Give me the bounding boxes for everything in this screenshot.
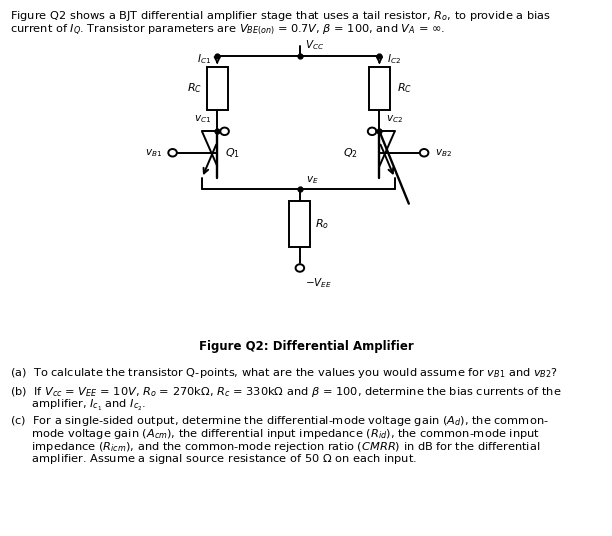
Text: $-V_{EE}$: $-V_{EE}$ <box>305 276 332 290</box>
Bar <box>207 67 228 110</box>
Bar <box>369 67 390 110</box>
Text: impedance ($R_{icm}$), and the common-mode rejection ratio ($CMRR$) in dB for th: impedance ($R_{icm}$), and the common-mo… <box>10 440 540 453</box>
Text: current of $I_Q$. Transistor parameters are $V_{BE(on)}$ = 0.7$V$, $\beta$ = 100: current of $I_Q$. Transistor parameters … <box>10 23 445 37</box>
Text: $R_C$: $R_C$ <box>397 81 412 95</box>
Text: $v_{C2}$: $v_{C2}$ <box>386 113 403 125</box>
Text: $R_C$: $R_C$ <box>187 81 202 95</box>
Text: $Q_2$: $Q_2$ <box>343 146 358 160</box>
Text: $R_o$: $R_o$ <box>315 217 329 230</box>
Text: $I_{C2}$: $I_{C2}$ <box>387 52 401 66</box>
Text: Figure Q2 shows a BJT differential amplifier stage that uses a tail resistor, $R: Figure Q2 shows a BJT differential ampli… <box>10 9 551 23</box>
Text: (a)  To calculate the transistor Q-points, what are the values you would assume : (a) To calculate the transistor Q-points… <box>10 366 558 379</box>
Text: amplifier. Assume a signal source resistance of 50 $\Omega$ on each input.: amplifier. Assume a signal source resist… <box>10 452 417 466</box>
Text: (c)  For a single-sided output, determine the differential-mode voltage gain ($A: (c) For a single-sided output, determine… <box>10 414 548 428</box>
Text: $Q_1$: $Q_1$ <box>225 146 239 160</box>
Text: (b)  If $V_{cc}$ = $V_{EE}$ = 10$V$, $R_o$ = 270k$\Omega$, $R_c$ = 330k$\Omega$ : (b) If $V_{cc}$ = $V_{EE}$ = 10$V$, $R_o… <box>10 385 561 399</box>
Text: $V_{CC}$: $V_{CC}$ <box>305 39 324 53</box>
Text: Figure Q2: Differential Amplifier: Figure Q2: Differential Amplifier <box>199 340 413 353</box>
Text: $v_{B1}$: $v_{B1}$ <box>145 147 162 159</box>
Text: amplifier, $I_{c_1}$ and $I_{c_2}$.: amplifier, $I_{c_1}$ and $I_{c_2}$. <box>10 398 146 413</box>
Text: $I_{C1}$: $I_{C1}$ <box>197 52 211 66</box>
Text: mode voltage gain ($A_{cm}$), the differential input impedance ($R_{id}$), the c: mode voltage gain ($A_{cm}$), the differ… <box>10 427 540 441</box>
Bar <box>289 201 310 247</box>
Text: $v_{C1}$: $v_{C1}$ <box>194 113 211 125</box>
Text: $v_{B2}$: $v_{B2}$ <box>435 147 452 159</box>
Text: $v_E$: $v_E$ <box>306 174 319 186</box>
